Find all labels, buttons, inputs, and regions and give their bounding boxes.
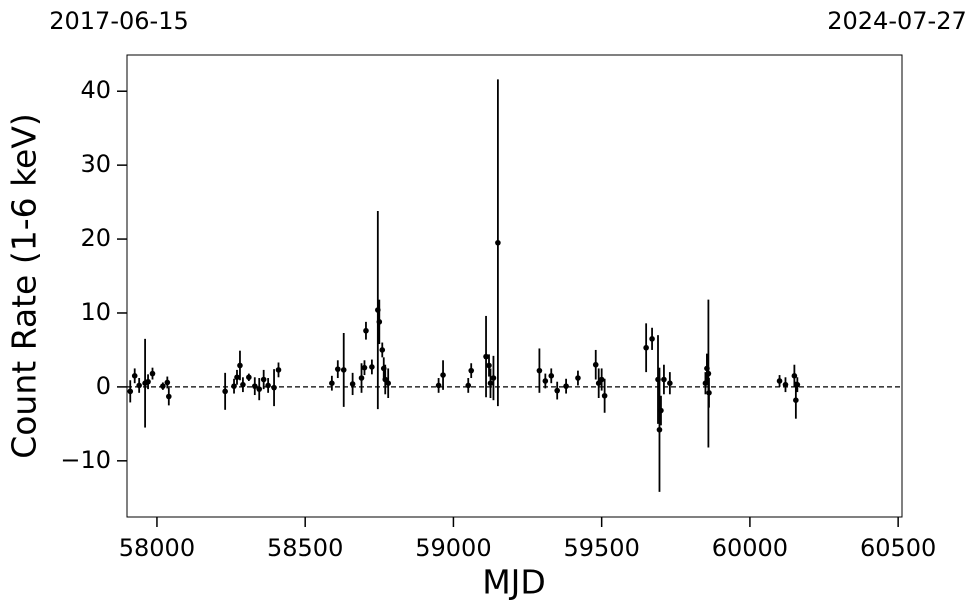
- data-point: [329, 380, 335, 387]
- data-point: [776, 378, 783, 384]
- data-point: [376, 319, 383, 325]
- data-point: [440, 372, 446, 378]
- data-point: [483, 353, 489, 360]
- data-point: [349, 381, 356, 387]
- data-point: [791, 373, 798, 379]
- data-point: [145, 378, 151, 385]
- y-tick-label: −10: [60, 446, 111, 474]
- data-point: [465, 382, 472, 389]
- data-point: [160, 383, 166, 389]
- data-point: [495, 239, 501, 246]
- data-point: [649, 336, 655, 342]
- data-point: [275, 367, 282, 373]
- y-tick-label: 20: [80, 224, 111, 252]
- top-label: 2017-06-15: [49, 7, 188, 35]
- x-tick-label: 60000: [712, 534, 788, 562]
- data-point: [251, 383, 258, 389]
- data-point: [598, 376, 605, 383]
- data-point: [166, 393, 172, 400]
- data-point: [490, 375, 497, 381]
- x-tick-label: 59500: [563, 534, 639, 562]
- data-point: [358, 375, 365, 381]
- data-point: [164, 379, 171, 386]
- data-point: [793, 397, 799, 404]
- data-point: [782, 381, 789, 388]
- data-point: [369, 364, 375, 370]
- top-label: 2024-07-27: [827, 7, 966, 35]
- data-point: [705, 370, 712, 377]
- data-point: [260, 376, 267, 383]
- data-point: [379, 347, 386, 353]
- data-point: [486, 362, 492, 369]
- data-point: [435, 382, 442, 389]
- y-axis-label: Count Rate (1-6 keV): [5, 113, 44, 459]
- data-point: [149, 370, 156, 377]
- x-tick-label: 60500: [860, 534, 936, 562]
- data-point: [231, 383, 237, 389]
- y-tick-label: 0: [96, 372, 111, 400]
- data-point: [487, 380, 494, 387]
- x-tick-label: 59000: [415, 534, 491, 562]
- data-point: [131, 373, 138, 379]
- data-point: [548, 373, 555, 379]
- data-point: [794, 381, 801, 388]
- data-point: [256, 386, 263, 392]
- data-point: [554, 387, 560, 394]
- y-tick-label: 40: [80, 76, 111, 104]
- data-point: [658, 407, 664, 414]
- data-point: [271, 384, 277, 391]
- x-tick-label: 58000: [119, 534, 195, 562]
- data-point: [563, 383, 569, 389]
- data-point: [240, 381, 246, 388]
- data-point: [265, 382, 271, 389]
- data-point: [334, 366, 341, 372]
- data-point: [542, 378, 549, 384]
- data-point: [468, 367, 475, 374]
- data-point: [643, 344, 649, 351]
- data-point: [340, 367, 347, 373]
- x-tick-label: 58500: [267, 534, 343, 562]
- plot-frame: [126, 54, 903, 518]
- data-point: [363, 327, 369, 334]
- data-point: [127, 388, 134, 395]
- data-point: [222, 388, 228, 395]
- x-axis-label: MJD: [482, 563, 546, 602]
- data-point: [667, 380, 673, 387]
- data-point: [385, 380, 391, 387]
- data-point: [575, 375, 581, 381]
- data-point: [237, 362, 243, 369]
- data-point: [361, 364, 368, 371]
- data-point: [246, 374, 252, 381]
- y-tick-label: 30: [80, 150, 111, 178]
- data-point: [592, 361, 599, 368]
- data-point: [536, 367, 543, 374]
- data-point: [706, 390, 712, 396]
- data-point: [656, 426, 663, 433]
- data-point: [136, 382, 142, 389]
- data-point: [601, 392, 608, 399]
- y-tick-label: 10: [80, 298, 111, 326]
- data-point: [234, 374, 240, 381]
- data-point: [661, 376, 667, 383]
